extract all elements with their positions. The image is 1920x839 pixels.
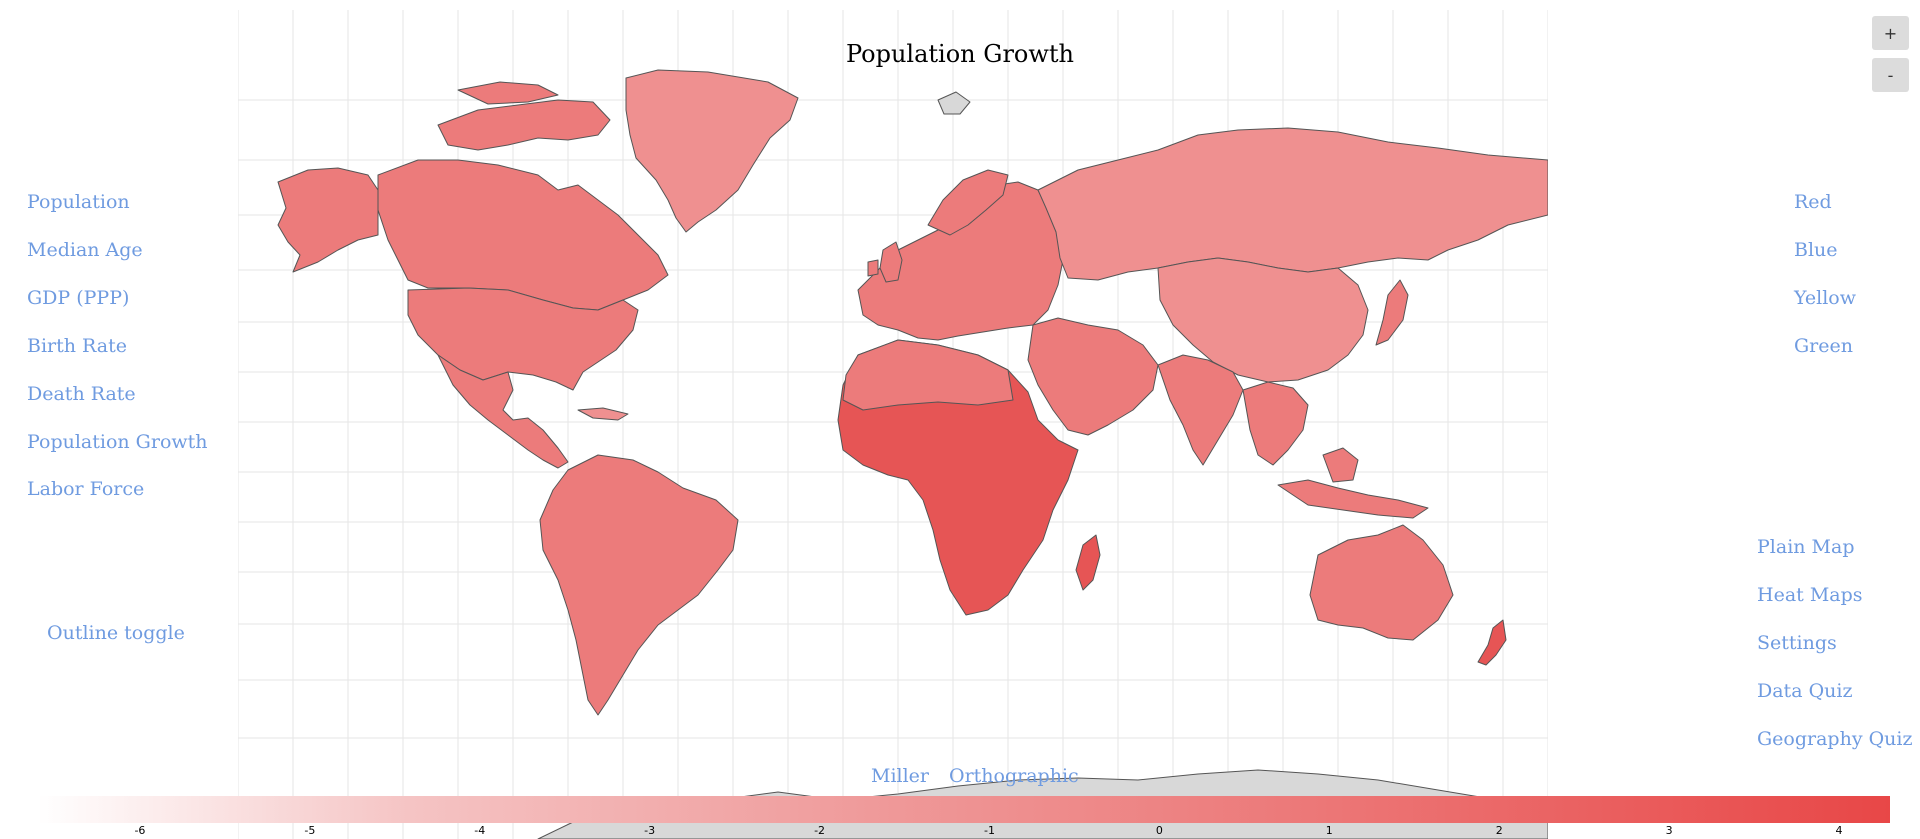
region-ireland[interactable] (867, 259, 879, 277)
legend-tick-label: 1 (1325, 824, 1333, 837)
layer-death-rate[interactable]: Death Rate (27, 383, 136, 405)
region-india[interactable] (1157, 354, 1244, 466)
region-uk[interactable] (879, 241, 903, 283)
mode-geography-quiz[interactable]: Geography Quiz (1757, 728, 1913, 750)
region-africa[interactable] (837, 339, 1079, 616)
region-borneo[interactable] (1322, 447, 1359, 483)
region-russia[interactable] (1037, 127, 1548, 281)
region-madagascar[interactable] (1075, 534, 1101, 591)
color-blue[interactable]: Blue (1794, 239, 1838, 261)
region-japan[interactable] (1375, 279, 1409, 346)
region-middle-east[interactable] (1027, 317, 1159, 436)
region-indonesia[interactable] (1277, 479, 1429, 519)
region-north-africa[interactable] (842, 339, 1014, 411)
mode-heat-maps[interactable]: Heat Maps (1757, 584, 1863, 606)
outline-toggle-link[interactable]: Outline toggle (47, 622, 185, 644)
color-legend-bar (38, 796, 1890, 823)
layer-population-growth[interactable]: Population Growth (27, 431, 208, 453)
region-scandinavia[interactable] (927, 169, 1009, 236)
region-new-zealand[interactable] (1477, 619, 1507, 666)
zoom-out-button[interactable]: - (1872, 58, 1909, 92)
layer-population[interactable]: Population (27, 191, 130, 213)
legend-tick-label: -2 (814, 824, 826, 837)
projection-orthographic[interactable]: Orthographic (949, 765, 1079, 787)
region-china[interactable] (1157, 257, 1369, 383)
mode-settings[interactable]: Settings (1757, 632, 1837, 654)
color-yellow[interactable]: Yellow (1794, 287, 1856, 309)
legend-tick-label: -1 (984, 824, 995, 837)
legend-tick-label: 2 (1495, 824, 1503, 837)
legend-tick-label: 0 (1155, 824, 1163, 837)
region-se-asia[interactable] (1242, 381, 1309, 466)
region-canada[interactable] (377, 159, 669, 311)
legend-tick-label: -3 (644, 824, 656, 837)
layer-birth-rate[interactable]: Birth Rate (27, 335, 127, 357)
legend-tick-label: 3 (1665, 824, 1673, 837)
legend-tick-label: -6 (134, 824, 146, 837)
region-svalbard[interactable] (937, 91, 971, 115)
region-alaska[interactable] (277, 167, 379, 273)
region-arctic-island-2[interactable] (457, 81, 559, 105)
layer-gdp-ppp[interactable]: GDP (PPP) (27, 287, 130, 309)
region-cuba[interactable] (577, 407, 629, 421)
region-mexico[interactable] (437, 354, 569, 469)
legend-tick-label: -4 (474, 824, 486, 837)
layer-median-age[interactable]: Median Age (27, 239, 143, 261)
mode-plain-map[interactable]: Plain Map (1757, 536, 1855, 558)
world-map-svg[interactable] (238, 10, 1548, 839)
region-arctic-islands[interactable] (437, 99, 611, 151)
legend-tick-label: -5 (304, 824, 316, 837)
region-australia[interactable] (1309, 524, 1454, 641)
layer-labor-force[interactable]: Labor Force (27, 478, 145, 500)
world-map[interactable] (238, 10, 1548, 839)
mode-data-quiz[interactable]: Data Quiz (1757, 680, 1853, 702)
projection-miller[interactable]: Miller (871, 765, 930, 787)
color-green[interactable]: Green (1794, 335, 1853, 357)
region-greenland[interactable] (625, 69, 799, 233)
legend-tick-label: 4 (1835, 824, 1843, 837)
region-south-america[interactable] (539, 454, 739, 716)
zoom-in-button[interactable]: + (1872, 16, 1909, 50)
color-red[interactable]: Red (1794, 191, 1832, 213)
